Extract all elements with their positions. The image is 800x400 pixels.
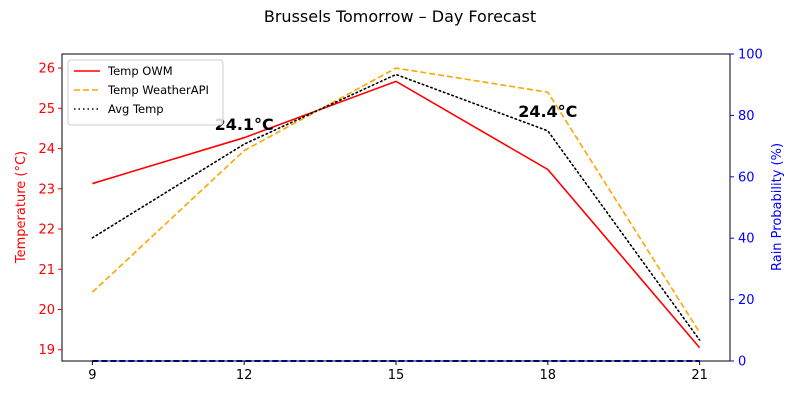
y2-tick-label: 40	[738, 232, 755, 247]
legend-box	[67, 59, 224, 126]
x-tick-label: 18	[540, 368, 557, 383]
y2-tick-label: 100	[738, 48, 763, 63]
chart-title: Brussels Tomorrow – Day Forecast	[264, 7, 536, 26]
y-tick-label: 21	[38, 263, 55, 278]
series-line-1	[91, 67, 701, 333]
series-line-0	[92, 80, 701, 349]
y-tick-label: 22	[38, 223, 55, 238]
x-tick-label: 21	[691, 368, 708, 383]
x-tick-label: 12	[236, 368, 253, 383]
y2-tick-label: 0	[738, 355, 746, 370]
x-tick-label: 15	[388, 368, 405, 383]
legend-label: Avg Temp	[108, 102, 164, 116]
axes-layer: 9 12 15 18 21 19 20 21 22 23 24 25 26 0 20 40 60 80 100	[38, 48, 762, 384]
series-line-2	[91, 73, 701, 341]
legend-label: Temp OWM	[107, 64, 173, 78]
y-tick-label: 26	[38, 62, 55, 77]
y2-axis-label: Rain Probability (%)	[770, 143, 785, 271]
legend-label: Temp WeatherAPI	[107, 83, 209, 97]
y2-tick-label: 20	[738, 293, 755, 308]
legend: Temp OWM Temp WeatherAPI Avg Temp	[67, 59, 224, 126]
y-tick-label: 25	[38, 102, 55, 117]
y-tick-label: 23	[38, 182, 55, 197]
y-tick-label: 24	[38, 142, 55, 157]
data-label: 24.4°C	[518, 102, 577, 121]
annotation-layer: 24.1°C 24.4°C	[215, 102, 578, 134]
y-tick-label: 20	[38, 303, 55, 318]
x-tick-label: 9	[88, 368, 96, 383]
y2-tick-label: 60	[738, 170, 755, 185]
y-axis-label: Temperature (°C)	[14, 151, 29, 264]
y-tick-label: 19	[38, 343, 55, 358]
data-label: 24.1°C	[215, 115, 274, 134]
y2-tick-label: 80	[738, 109, 755, 124]
